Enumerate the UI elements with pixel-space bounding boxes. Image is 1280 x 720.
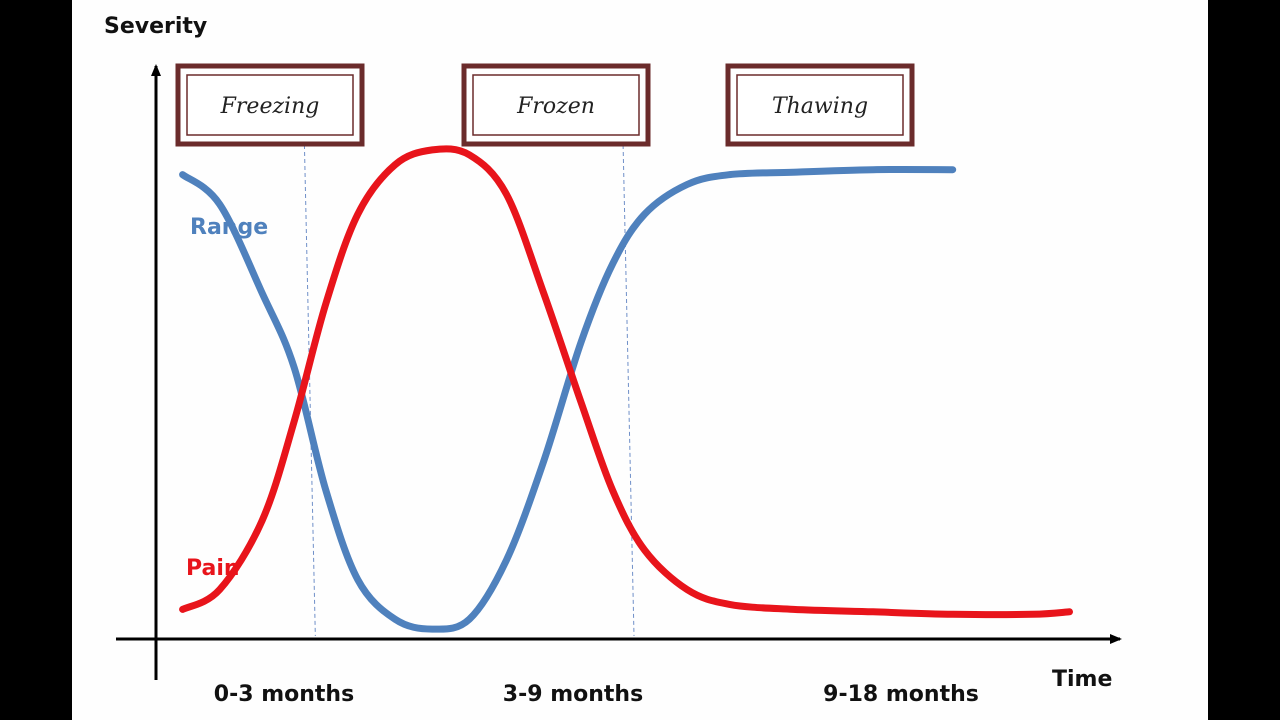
series-line-range <box>179 166 957 633</box>
phase-boundary-line <box>621 95 635 637</box>
phase-box-inner <box>472 74 640 136</box>
phase-box-freezing: Freezing <box>175 63 365 147</box>
period-labels: 0-3 months 3-9 months 9-18 months <box>214 682 979 707</box>
period-label: 3-9 months <box>503 682 643 707</box>
phase-box-outer <box>461 63 651 147</box>
phase-name: Thawing <box>772 94 868 119</box>
series-label-pain: Pain <box>186 556 240 581</box>
phase-headers: Freezing Frozen Thawing <box>175 63 915 147</box>
phase-boundary-line <box>302 95 316 637</box>
x-axis-label: Time <box>1052 667 1112 692</box>
period-label: 0-3 months <box>214 682 354 707</box>
chart-svg: Severity Time Freezing Frozen Thawing 0-3 … <box>104 14 1122 707</box>
series-label-range: Range <box>190 215 268 240</box>
series-line-pain <box>179 145 1073 619</box>
phase-box-outer <box>175 63 365 147</box>
phase-boundaries <box>302 95 635 637</box>
chart-canvas: Severity Time Freezing Frozen Thawing 0-3 … <box>72 0 1208 720</box>
phase-box-inner <box>186 74 354 136</box>
phase-box-outer <box>725 63 915 147</box>
phase-box-frozen: Frozen <box>461 63 651 147</box>
phase-box-thawing: Thawing <box>725 63 915 147</box>
y-axis-label: Severity <box>104 14 207 39</box>
series-lines <box>179 145 1073 633</box>
phase-box-inner <box>736 74 904 136</box>
phase-name: Frozen <box>516 94 595 119</box>
period-label: 9-18 months <box>823 682 979 707</box>
phase-name: Freezing <box>220 94 320 119</box>
